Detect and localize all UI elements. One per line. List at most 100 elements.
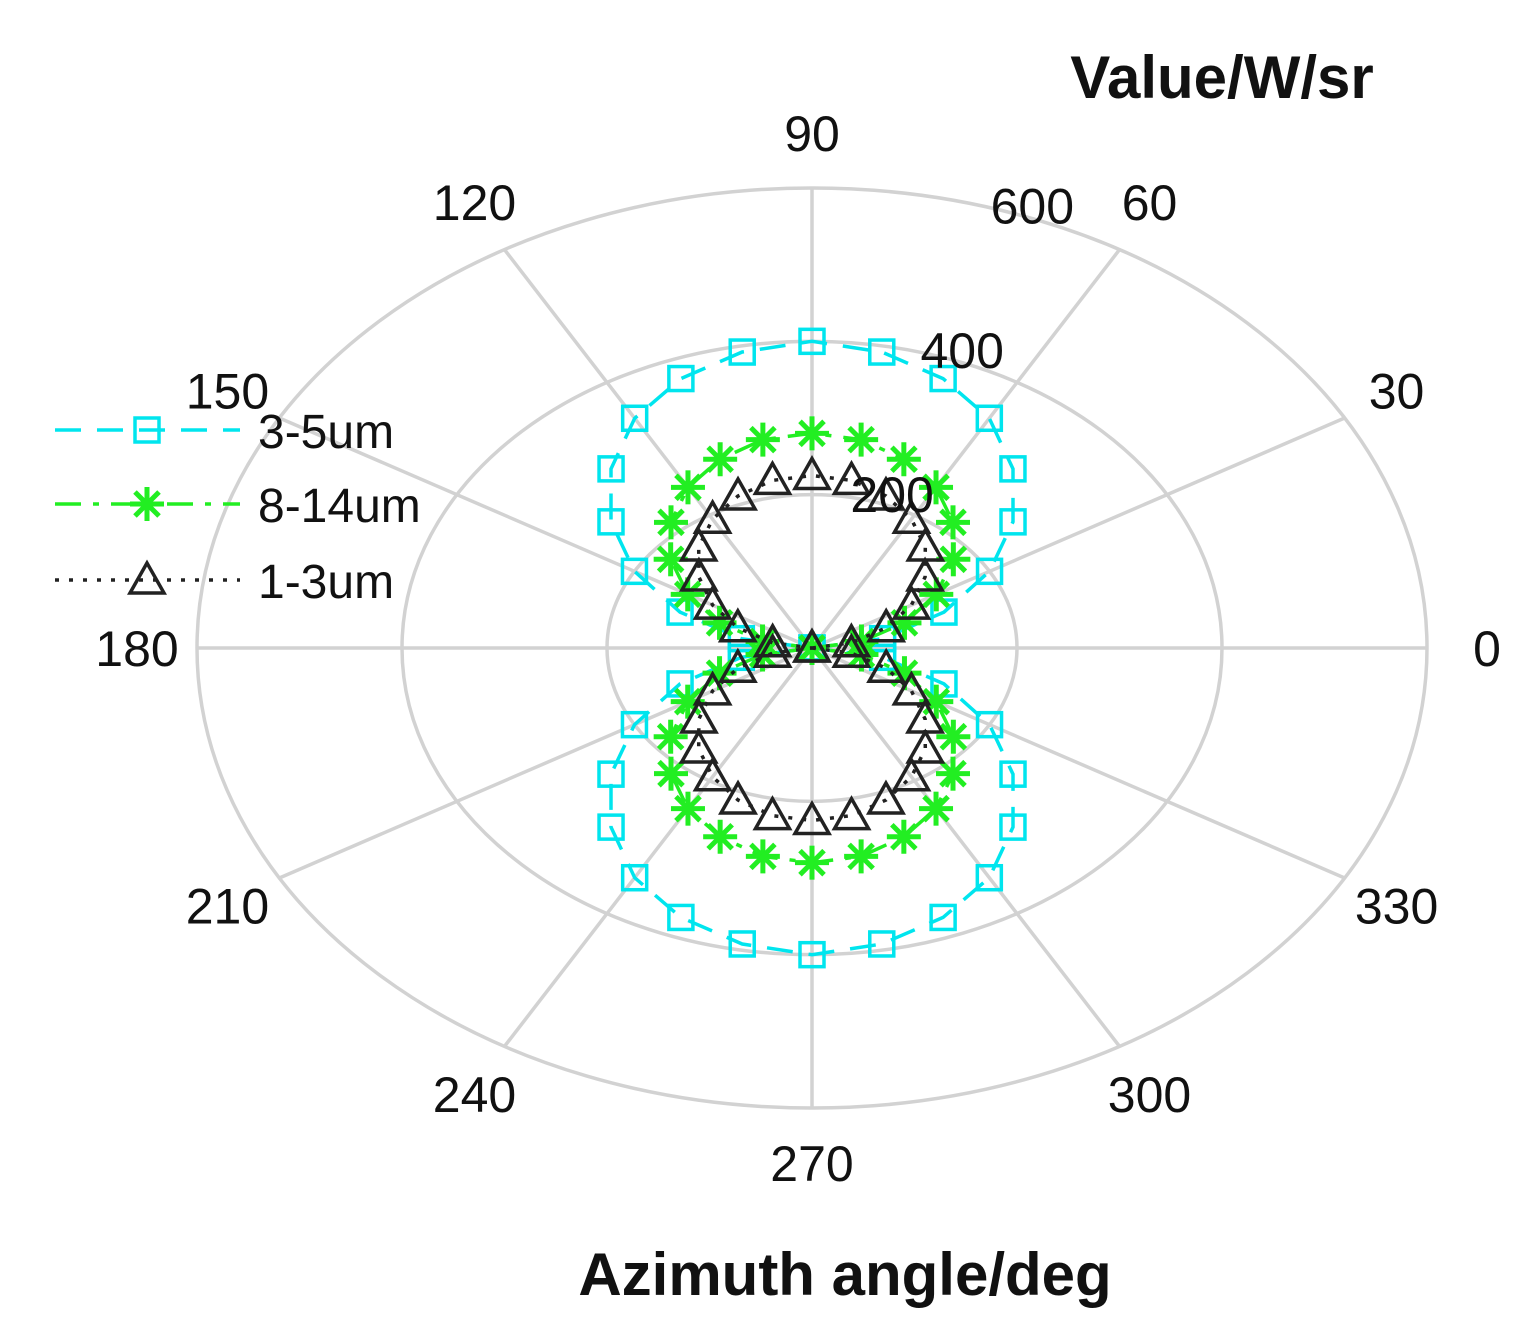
point-3-5um-40 [999, 508, 1027, 536]
point-8-14um-200 [702, 656, 737, 691]
point-3-5um-50 [999, 455, 1027, 483]
grid-spoke-60 [810, 248, 1121, 650]
series-layer [597, 327, 1027, 969]
point-8-14um-70 [886, 442, 921, 477]
point-3-5um-210 [620, 710, 649, 739]
theta-tick-120: 120 [433, 175, 516, 231]
theta-tick-300: 300 [1108, 1067, 1191, 1123]
point-3-5um-60 [975, 404, 1004, 433]
point-1-3um-170 [752, 622, 793, 658]
point-3-5um-330 [975, 710, 1004, 739]
point-3-5um-310 [999, 813, 1027, 841]
legend-marker-1-3um [126, 559, 168, 595]
point-1-3um-290 [865, 779, 906, 815]
legend-label-1-3um: 1-3um [258, 556, 394, 609]
point-3-5um-230 [597, 813, 625, 841]
point-1-3um-50 [905, 526, 946, 562]
theta-tick-180: 180 [95, 621, 178, 677]
theta-tick-240: 240 [433, 1067, 516, 1123]
point-3-5um-110 [667, 364, 695, 393]
point-3-5um-90 [798, 327, 826, 356]
point-3-5um-280 [868, 930, 896, 958]
point-8-14um-90 [795, 416, 829, 451]
theta-tick-330: 330 [1355, 879, 1438, 935]
point-3-5um-80 [868, 338, 896, 366]
legend-entry-3-5um: 3-5um [55, 406, 394, 459]
legend-swatch-1-3um [55, 559, 240, 595]
point-1-3um-240 [692, 756, 733, 792]
point-1-3um-320 [905, 698, 946, 734]
point-3-5um-300 [975, 863, 1004, 892]
point-8-14um-130 [654, 505, 689, 540]
point-1-3um-330 [891, 670, 932, 706]
point-8-14um-250 [703, 819, 738, 854]
point-8-14um-280 [844, 839, 879, 874]
point-8-14um-230 [654, 756, 689, 791]
point-8-14um-100 [745, 422, 780, 457]
point-8-14um-30 [919, 577, 954, 612]
legend-label-8-14um: 8-14um [258, 480, 421, 533]
point-1-3um-280 [831, 795, 872, 831]
point-3-5um-130 [597, 455, 625, 483]
r-tick-200: 200 [850, 467, 933, 523]
point-1-3um-230 [678, 728, 719, 764]
point-3-5um-260 [728, 930, 756, 958]
point-1-3um-30 [891, 584, 932, 620]
point-8-14um-60 [919, 470, 954, 505]
point-8-14um-50 [935, 505, 970, 540]
r-axis-title: Value/W/sr [1070, 44, 1373, 111]
point-1-3um-120 [692, 498, 733, 534]
legend: 3-5um 8-14um 1-3um [55, 406, 421, 609]
legend-marker-8-14um [130, 487, 164, 521]
point-8-14um-240 [670, 791, 705, 826]
legend-entry-8-14um: 8-14um [55, 480, 421, 533]
theta-axis-title: Azimuth angle/deg [578, 1241, 1111, 1308]
point-1-3um-180 [791, 627, 833, 663]
theta-tick-150: 150 [186, 364, 269, 420]
grid-spoke-120 [503, 248, 814, 650]
point-1-3um-190 [752, 632, 793, 668]
point-1-3um-110 [718, 475, 759, 511]
legend-marker-3-5um [133, 416, 161, 444]
theta-tick-30: 30 [1369, 364, 1425, 420]
point-8-14um-40 [936, 542, 971, 577]
point-3-5um-120 [620, 404, 649, 433]
point-1-3um-310 [905, 728, 946, 764]
point-3-5um-30 [975, 557, 1004, 586]
point-8-14um-300 [919, 791, 954, 826]
point-1-3um-270 [791, 799, 833, 836]
grid-spoke-330 [811, 646, 1346, 880]
point-8-14um-120 [670, 470, 705, 505]
series-1-3um [678, 454, 946, 836]
point-3-5um-240 [620, 863, 649, 892]
theta-tick-60: 60 [1122, 175, 1178, 231]
point-1-3um-140 [678, 556, 719, 592]
grid-spoke-300 [810, 646, 1121, 1048]
point-8-14um-260 [745, 839, 780, 874]
tick-labels: 0 30 60 90 120 150 180 210 240 270 300 330 200 400 600 [95, 106, 1501, 1192]
legend-entry-1-3um: 1-3um [55, 556, 394, 609]
legend-label-3-5um: 3-5um [258, 406, 394, 459]
point-1-3um-200 [717, 647, 758, 683]
point-1-3um-60 [891, 498, 932, 534]
grid-spoke-210 [278, 646, 813, 880]
point-3-5um-150 [620, 557, 649, 586]
theta-tick-0: 0 [1473, 621, 1501, 677]
theta-tick-90: 90 [784, 106, 840, 162]
legend-swatch-3-5um [55, 416, 240, 444]
point-3-5um-220 [597, 760, 625, 788]
point-8-14um-320 [936, 719, 971, 754]
point-1-3um-300 [891, 756, 932, 792]
r-tick-400: 400 [921, 323, 1004, 379]
point-8-14um-270 [795, 845, 829, 880]
point-8-14um-220 [653, 719, 688, 754]
point-1-3um-90 [791, 454, 833, 491]
point-1-3um-260 [752, 795, 793, 831]
series-line-1-3um [696, 473, 928, 823]
point-3-5um-100 [728, 338, 756, 366]
point-8-14um-310 [935, 756, 970, 791]
point-3-5um-70 [929, 364, 957, 393]
point-1-3um-160 [717, 607, 758, 643]
point-1-3um-40 [905, 556, 946, 592]
